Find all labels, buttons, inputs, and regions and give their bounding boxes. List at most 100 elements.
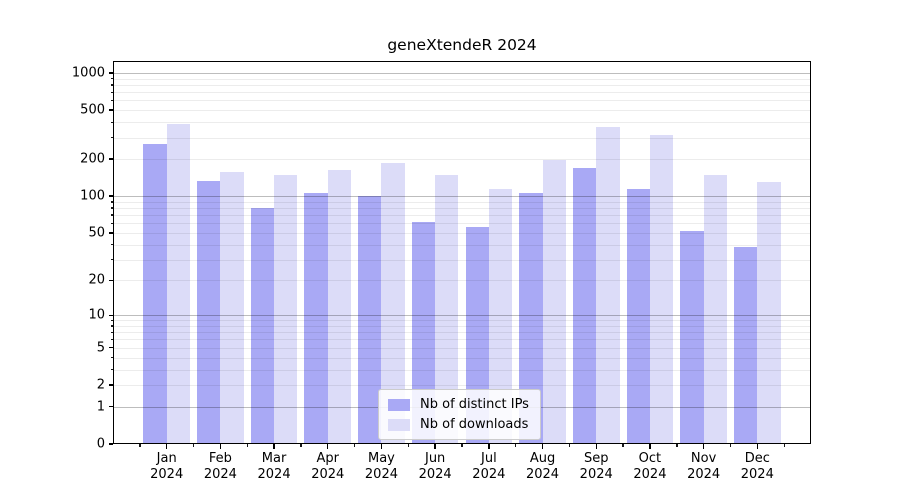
y-tick-mark-50 [108,232,113,234]
x-tick-label-jul: Jul 2024 [459,451,519,483]
y-tick-mark-500 [108,109,113,111]
gridline-3 [113,369,811,371]
x-tick-mark-mar [273,444,275,449]
y-tick-label-20: 20 [88,272,105,288]
month-label: Dec [744,451,770,466]
y-minor-tick-mark-80 [110,207,113,209]
month-label: May [368,451,395,466]
x-tick-label-apr: Apr 2024 [298,451,358,483]
gridline-70 [113,215,811,217]
x-minor-tick-mark-5 [407,444,410,447]
x-minor-tick-mark-11 [729,444,732,447]
month-label: Jul [481,451,497,466]
y-tick-label-5: 5 [96,340,105,356]
legend-item-distinct-ips: Nb of distinct IPs [388,397,529,412]
bar-downloads-feb [220,171,244,444]
bar-distinct-ips-aug [519,192,543,444]
y-minor-tick-mark-90 [110,201,113,203]
gridline-8 [113,326,811,327]
bar-downloads-jan [166,124,191,444]
y-tick-mark-1000 [108,72,113,74]
gridline-40 [113,244,811,246]
gridline-200 [113,159,811,161]
y-tick-label-1: 1 [96,399,105,415]
y-minor-tick-mark-60 [110,222,113,225]
y-minor-tick-mark-700 [110,91,113,93]
month-label: Aug [529,451,556,466]
year-label: 2024 [525,467,560,482]
month-label: Feb [208,451,232,466]
month-label: Oct [638,451,662,466]
x-minor-tick-mark-1 [192,444,195,447]
bar-distinct-ips-jan [143,143,167,444]
x-tick-mark-aug [541,444,544,449]
bar-distinct-ips-jun [411,222,436,444]
year-label: 2024 [633,467,667,482]
year-label: 2024 [418,467,452,482]
bar-distinct-ips-apr [304,193,328,444]
bar-downloads-mar [274,175,298,444]
bar-downloads-dec [757,182,781,444]
bar-downloads-jun [435,174,459,444]
x-tick-mark-jun [434,444,436,449]
bar-downloads-oct [649,134,674,444]
year-label: 2024 [203,467,237,482]
x-tick-mark-jan [165,444,168,449]
x-minor-tick-mark-8 [568,444,571,447]
year-label: 2024 [687,467,721,482]
x-tick-label-mar: Mar 2024 [244,451,304,483]
month-label: Jan [156,451,177,466]
x-tick-mark-dec [756,444,758,449]
year-label: 2024 [257,467,291,482]
y-minor-tick-mark-600 [110,99,113,102]
year-label: 2024 [364,467,398,482]
gridline-60 [113,223,811,225]
month-label: Nov [690,451,717,466]
x-tick-label-aug: Aug 2024 [513,451,573,483]
y-minor-tick-mark-3 [110,368,113,371]
y-tick-label-200: 200 [80,151,105,167]
y-tick-mark-1 [108,406,113,408]
gridline-4 [113,357,811,359]
y-tick-label-500: 500 [80,102,105,118]
x-tick-label-jun: Jun 2024 [405,451,465,483]
bar-downloads-apr [327,170,352,444]
y-minor-tick-mark-300 [110,136,113,139]
gridline-30 [113,259,811,261]
bar-distinct-ips-nov [680,230,704,444]
gridline-10 [113,315,811,317]
year-label: 2024 [472,467,506,482]
y-tick-mark-200 [108,158,113,160]
gridline-7 [113,332,811,334]
y-tick-mark-20 [108,279,113,282]
year-label: 2024 [579,467,613,482]
y-tick-label-2: 2 [96,377,105,393]
x-minor-tick-mark-4 [354,444,356,447]
x-tick-mark-jul [488,444,490,449]
x-minor-tick-mark-2 [246,444,249,447]
y-tick-mark-2 [108,384,113,386]
gridline-9 [113,320,811,322]
y-minor-tick-mark-4 [110,356,113,359]
y-minor-tick-mark-40 [110,243,113,246]
x-tick-mark-feb [219,444,222,449]
month-label: Apr [316,451,340,466]
y-tick-label-100: 100 [80,188,105,204]
x-minor-tick-mark-3 [300,444,302,447]
gridline-400 [113,122,811,124]
x-tick-label-feb: Feb 2024 [190,451,250,483]
gridline-900 [113,78,811,80]
x-minor-tick-mark-7 [515,444,517,447]
bar-distinct-ips-may [358,195,382,444]
chart-title: geneXtendeR 2024 [387,36,537,54]
x-tick-label-nov: Nov 2024 [674,451,734,483]
bar-downloads-may [381,162,405,444]
year-label: 2024 [740,467,774,482]
x-tick-label-jan: Jan 2024 [137,451,197,483]
y-tick-mark-100 [108,195,113,197]
y-tick-label-0: 0 [96,436,105,452]
gridline-5 [113,347,811,349]
x-tick-mark-oct [649,444,651,449]
bar-downloads-aug [542,160,566,444]
legend: Nb of distinct IPs Nb of downloads [378,389,541,440]
